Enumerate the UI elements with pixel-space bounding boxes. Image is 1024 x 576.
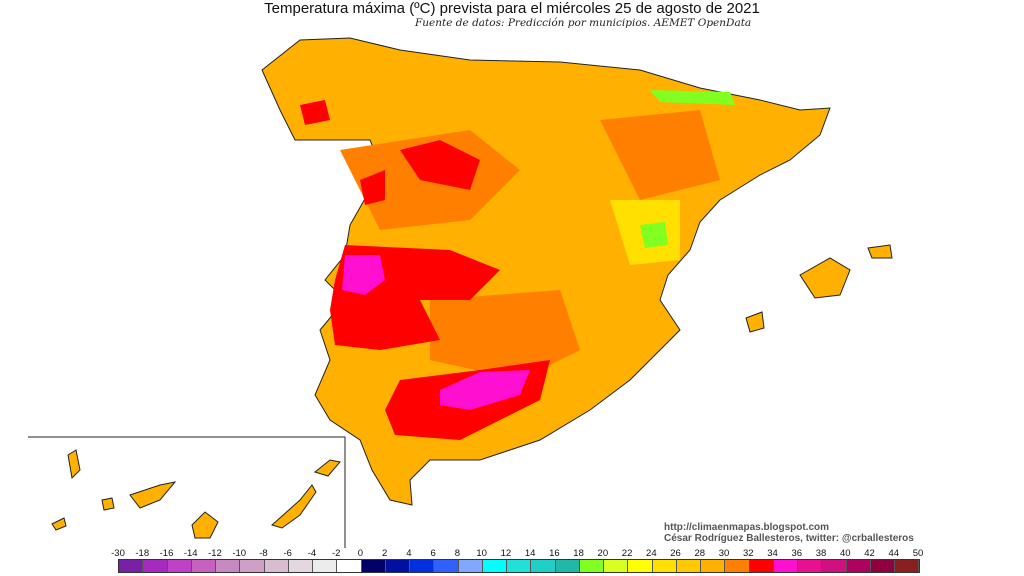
canary-inset-border — [28, 436, 346, 548]
legend-label: -30 — [111, 548, 125, 559]
legend-label: 18 — [573, 548, 584, 559]
legend-swatch — [458, 560, 483, 572]
legend-label: -12 — [208, 548, 222, 559]
map-title: Temperatura máxima (ºC) prevista para el… — [264, 0, 760, 17]
legend-label: -2 — [331, 548, 341, 559]
fuerteventura — [271, 484, 317, 529]
very-hot-zone-west — [342, 255, 385, 295]
legend-label: 50 — [912, 548, 924, 559]
legend-label: 32 — [743, 548, 754, 559]
legend-swatch — [119, 560, 144, 572]
legend-swatch — [434, 560, 459, 572]
legend-label: 14 — [524, 548, 536, 559]
legend-swatch — [652, 560, 677, 572]
legend-swatch — [507, 560, 532, 572]
la-gomera — [101, 497, 115, 511]
cool-zone-east — [640, 222, 668, 248]
menorca — [867, 244, 893, 259]
very-hot-zone-south — [440, 370, 530, 410]
legend-label: -16 — [159, 548, 174, 559]
legend-label: -4 — [307, 548, 317, 559]
el-hierro — [51, 517, 67, 531]
legend-label: 28 — [694, 548, 706, 559]
legend-swatch — [870, 560, 895, 572]
legend-swatch — [579, 560, 604, 572]
legend-label: -14 — [183, 548, 198, 559]
legend-label: 2 — [382, 548, 388, 559]
legend-label: 0 — [357, 548, 364, 559]
legend-swatch — [191, 560, 216, 572]
legend-label: -18 — [135, 548, 150, 559]
hot-zone-north — [300, 100, 480, 205]
legend-swatch — [216, 560, 241, 572]
legend-swatch — [846, 560, 871, 572]
lanzarote — [313, 459, 341, 477]
map-subtitle: Fuente de datos: Predicción por municipi… — [415, 17, 752, 29]
legend-swatch — [604, 560, 629, 572]
legend-label: 26 — [670, 548, 681, 559]
legend-swatch — [361, 560, 386, 572]
legend-swatch — [264, 560, 289, 572]
legend-label: 8 — [454, 548, 461, 559]
legend-label: 4 — [406, 548, 412, 559]
legend-label: 30 — [718, 548, 730, 559]
legend-swatch — [798, 560, 823, 572]
legend-label: 24 — [646, 548, 657, 559]
legend-swatch — [143, 560, 168, 572]
legend-label: -8 — [259, 548, 268, 559]
legend-label: 20 — [597, 548, 609, 559]
legend-label: 22 — [621, 548, 633, 559]
legend-swatch — [410, 560, 435, 572]
legend-swatch — [167, 560, 192, 572]
legend-swatch — [676, 560, 701, 572]
legend-swatch — [288, 560, 313, 572]
legend-swatch — [313, 560, 338, 572]
legend-swatch — [628, 560, 653, 572]
credits-url: http://climaenmapas.blogspot.com — [664, 522, 830, 533]
legend-label: 38 — [815, 548, 827, 559]
legend-swatch — [240, 560, 265, 572]
legend-label: 40 — [839, 548, 851, 559]
legend-label: 44 — [888, 548, 900, 559]
legend-label: 42 — [864, 548, 875, 559]
legend-label: 12 — [500, 548, 512, 559]
legend-swatch — [555, 560, 580, 572]
tenerife — [129, 481, 177, 509]
legend-swatch — [773, 560, 798, 572]
legend-label: 16 — [549, 548, 560, 559]
color-legend — [118, 559, 920, 573]
legend-swatch — [749, 560, 774, 572]
legend-labels: -30 -18 -16 -14 -12 -10 -8 -6 -4 -2 0 2 4 6 8 10 12 14 16 1… — [108, 548, 928, 560]
legend-swatch — [895, 560, 920, 572]
legend-swatch — [482, 560, 507, 572]
legend-swatch — [725, 560, 750, 572]
legend-label: 34 — [767, 548, 778, 559]
legend-swatch — [531, 560, 556, 572]
legend-swatch — [822, 560, 847, 572]
mallorca — [799, 257, 851, 299]
credits-author: César Rodríguez Ballesteros, twitter: @c… — [664, 533, 914, 544]
legend-label: 36 — [791, 548, 803, 559]
cool-zone-north — [650, 90, 735, 105]
legend-label: -6 — [283, 548, 292, 559]
credits: http://climaenmapas.blogspot.com César R… — [664, 522, 914, 544]
legend-label: 6 — [430, 548, 436, 559]
legend-label: 10 — [476, 548, 487, 559]
legend-swatch — [701, 560, 726, 572]
ibiza — [745, 311, 765, 333]
legend-label: -10 — [232, 548, 247, 559]
la-palma — [67, 449, 81, 480]
legend-swatch — [385, 560, 410, 572]
gran-canaria — [191, 511, 219, 539]
legend-swatch — [337, 560, 362, 572]
